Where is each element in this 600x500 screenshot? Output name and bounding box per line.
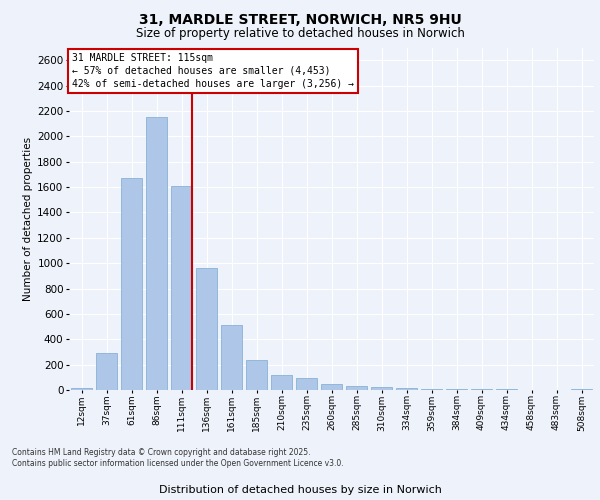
Y-axis label: Number of detached properties: Number of detached properties bbox=[23, 136, 33, 301]
Text: Size of property relative to detached houses in Norwich: Size of property relative to detached ho… bbox=[136, 28, 464, 40]
Bar bbox=[221, 326, 242, 390]
Bar bbox=[196, 268, 217, 390]
Bar bbox=[371, 387, 392, 390]
Bar bbox=[171, 186, 192, 390]
Bar bbox=[271, 375, 292, 390]
Bar bbox=[421, 388, 442, 390]
Text: Distribution of detached houses by size in Norwich: Distribution of detached houses by size … bbox=[158, 485, 442, 495]
Bar bbox=[346, 386, 367, 390]
Bar bbox=[121, 178, 142, 390]
Bar bbox=[571, 389, 592, 390]
Bar bbox=[96, 353, 117, 390]
Bar bbox=[321, 384, 342, 390]
Bar bbox=[446, 388, 467, 390]
Bar bbox=[246, 360, 267, 390]
Bar bbox=[296, 378, 317, 390]
Text: 31, MARDLE STREET, NORWICH, NR5 9HU: 31, MARDLE STREET, NORWICH, NR5 9HU bbox=[139, 12, 461, 26]
Bar bbox=[71, 388, 92, 390]
Text: Contains HM Land Registry data © Crown copyright and database right 2025.
Contai: Contains HM Land Registry data © Crown c… bbox=[12, 448, 344, 468]
Bar bbox=[396, 388, 417, 390]
Bar bbox=[146, 116, 167, 390]
Text: 31 MARDLE STREET: 115sqm
← 57% of detached houses are smaller (4,453)
42% of sem: 31 MARDLE STREET: 115sqm ← 57% of detach… bbox=[71, 52, 353, 89]
